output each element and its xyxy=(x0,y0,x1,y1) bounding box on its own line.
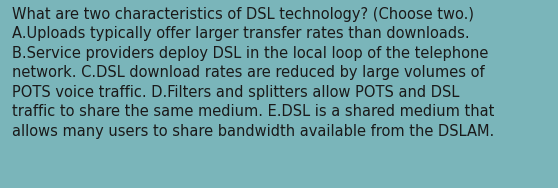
Text: What are two characteristics of DSL technology? (Choose two.)
A.Uploads typicall: What are two characteristics of DSL tech… xyxy=(12,7,494,139)
